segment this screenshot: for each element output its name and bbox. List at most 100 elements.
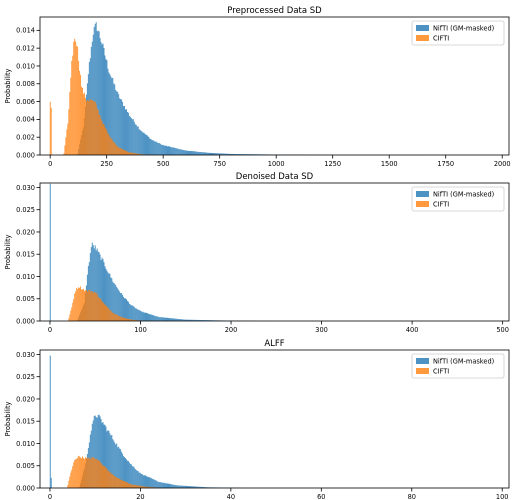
histogram-bin	[125, 299, 127, 321]
x-tick-label: 60	[317, 493, 325, 500]
histogram-bin	[204, 487, 206, 488]
histogram-bin	[161, 317, 163, 321]
histogram-bin	[208, 320, 210, 321]
histogram-bin	[95, 417, 97, 488]
histogram-bin	[92, 292, 94, 321]
histogram-bin	[70, 472, 72, 488]
histogram-bin	[128, 152, 130, 155]
series-nifti	[77, 22, 497, 155]
histogram-bin	[121, 451, 123, 488]
histogram-bin	[218, 153, 220, 155]
histogram-bin	[111, 434, 113, 488]
histogram-bin	[186, 150, 188, 155]
histogram-bin	[99, 254, 101, 321]
histogram-bin	[145, 312, 147, 321]
histogram-bin	[66, 129, 68, 155]
histogram-bin	[93, 291, 95, 321]
y-tick-label: 0.004	[16, 116, 35, 124]
histogram-bin	[100, 419, 102, 488]
x-tick-label: 400	[406, 326, 419, 334]
histogram-bin	[105, 128, 107, 155]
histogram-bin	[121, 479, 123, 488]
histogram-bin	[144, 475, 146, 488]
histogram-bin	[85, 101, 87, 155]
x-tick-label: 500	[496, 326, 509, 334]
histogram-bin	[98, 31, 100, 155]
histogram-bin	[196, 486, 198, 488]
histogram-bin	[173, 318, 175, 321]
histogram-bin	[179, 485, 181, 488]
histogram-bin	[110, 277, 112, 321]
histogram-bin	[168, 318, 170, 321]
histogram-bin	[194, 319, 196, 321]
histogram-bin	[138, 485, 140, 488]
histogram-bin	[173, 484, 175, 488]
histogram-bin	[114, 283, 116, 321]
histogram-bin	[101, 464, 103, 488]
histogram-bin	[116, 145, 118, 155]
histogram-bin	[102, 302, 104, 321]
histogram-bin	[125, 150, 126, 155]
y-tick-label: 0.020	[16, 395, 35, 403]
histogram-bin	[178, 485, 180, 488]
histogram-bin	[248, 154, 250, 155]
histogram-bin	[89, 98, 91, 155]
histogram-bin	[86, 457, 88, 488]
histogram-bin	[92, 420, 94, 488]
histogram-bin	[220, 153, 222, 155]
histogram-bin	[72, 466, 74, 488]
histogram-bin	[96, 294, 98, 321]
histogram-bin	[177, 318, 179, 321]
histogram-bin	[115, 444, 117, 488]
histogram-bin	[152, 140, 154, 155]
histogram-bin	[98, 252, 100, 321]
histogram-bin	[210, 320, 211, 321]
histogram-bin	[128, 483, 130, 488]
histogram-bin	[247, 154, 249, 155]
histogram-bin	[108, 72, 110, 155]
histogram-bin	[50, 108, 52, 155]
histogram-bin	[90, 457, 92, 488]
histogram-bin	[185, 319, 187, 321]
legend-label: NifTI (GM-masked)	[433, 25, 494, 33]
y-axis-label: Probability	[4, 234, 12, 269]
histogram-bin	[167, 146, 168, 155]
histogram-bin	[76, 288, 78, 321]
histogram-bin	[135, 124, 137, 155]
histogram-bin	[126, 111, 128, 155]
histogram-bin	[109, 433, 111, 488]
histogram-bin	[185, 150, 187, 155]
histogram-bin	[140, 311, 142, 321]
histogram-bin	[70, 77, 72, 155]
y-tick-label: 0.000	[16, 151, 35, 159]
histogram-bin	[78, 455, 80, 488]
legend-swatch-cifti	[416, 201, 429, 207]
histogram-bin	[99, 461, 101, 488]
histogram-bin	[115, 476, 117, 488]
histogram-bin	[100, 463, 102, 488]
histogram-bin	[89, 253, 91, 321]
chart-title: ALFF	[264, 339, 284, 349]
histogram-bin	[147, 486, 149, 488]
histogram-bin	[203, 152, 205, 155]
histogram-bin	[122, 101, 124, 155]
histogram-bin	[133, 306, 135, 321]
legend: NifTI (GM-masked) CIFTI	[411, 186, 505, 212]
histogram-bin	[132, 319, 134, 321]
histogram-bin	[240, 154, 242, 155]
axes-frame	[39, 349, 510, 489]
histogram-bin	[193, 319, 195, 321]
histogram-bin	[169, 484, 171, 488]
x-tick-label: 40	[227, 493, 235, 500]
histogram-bin	[132, 466, 134, 488]
histogram-bin	[118, 147, 120, 155]
histogram-bin	[194, 151, 196, 155]
histogram-bin	[150, 487, 152, 488]
histogram-bin	[151, 139, 153, 155]
histogram-bin	[123, 296, 125, 321]
histogram-bin	[114, 442, 116, 488]
histogram-bin	[136, 485, 138, 488]
histogram-bin	[128, 319, 130, 321]
histogram-bin	[112, 439, 114, 488]
histogram-bin	[161, 144, 163, 155]
